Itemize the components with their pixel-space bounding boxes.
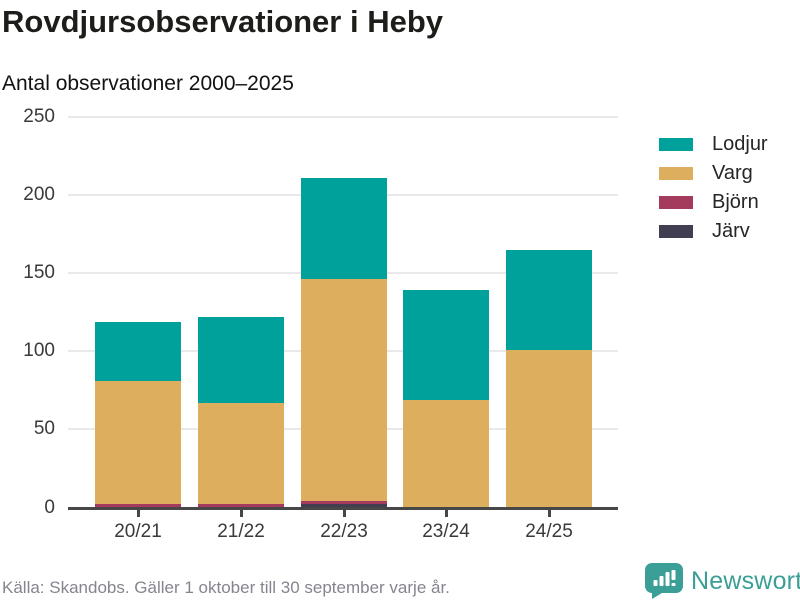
y-axis-label-50: 50	[33, 418, 55, 439]
y-axis-label-250: 250	[23, 106, 55, 127]
bar-20-21-segment-varg	[95, 381, 181, 504]
legend-item-jarv: Järv	[659, 217, 768, 246]
bar-21-22-segment-varg	[198, 403, 284, 504]
x-axis-baseline	[68, 507, 618, 510]
newsworthy-logo[interactable]: Newsworthy	[645, 563, 800, 599]
bar-22-23-segment-lodjur	[301, 178, 387, 279]
x-axis-tick-20-21	[137, 510, 140, 517]
bar-22-23-segment-bjorn	[301, 501, 387, 504]
bar-21-22-segment-lodjur	[198, 317, 284, 403]
bar-21-22-segment-bjorn	[198, 504, 284, 508]
x-axis-label-21-22: 21/22	[217, 521, 265, 542]
newsworthy-wordmark: Newsworthy	[691, 566, 800, 595]
source-note: Källa: Skandobs. Gäller 1 oktober till 3…	[2, 578, 450, 597]
legend-label-lodjur: Lodjur	[712, 133, 768, 155]
y-axis-label-100: 100	[23, 340, 55, 361]
y-axis-label-150: 150	[23, 262, 55, 283]
y-axis-label-0: 0	[44, 497, 55, 518]
bar-22-23-segment-jarv	[301, 504, 387, 508]
legend-label-varg: Varg	[712, 162, 753, 184]
x-axis-tick-22-23	[343, 510, 346, 517]
chart-title: Rovdjursobservationer i Heby	[2, 4, 444, 39]
legend-item-varg: Varg	[659, 159, 768, 188]
legend-label-jarv: Järv	[712, 220, 750, 242]
x-axis-label-24-25: 24/25	[525, 521, 573, 542]
legend-swatch-jarv	[659, 225, 693, 238]
x-axis-tick-24-25	[548, 510, 551, 517]
bar-20-21-segment-bjorn	[95, 504, 181, 508]
x-axis-label-20-21: 20/21	[114, 521, 162, 542]
chart-subtitle: Antal observationer 2000–2025	[2, 72, 294, 95]
legend-item-bjorn: Björn	[659, 188, 768, 217]
bar-24-25-segment-varg	[506, 350, 592, 508]
bar-24-25-segment-lodjur	[506, 250, 592, 350]
legend-swatch-bjorn	[659, 196, 693, 209]
legend-swatch-lodjur	[659, 138, 693, 151]
x-axis-tick-23-24	[445, 510, 448, 517]
chart-legend: Lodjur Varg Björn Järv	[659, 130, 768, 246]
bar-20-21-segment-lodjur	[95, 322, 181, 381]
x-axis-tick-21-22	[240, 510, 243, 517]
bar-22-23-segment-varg	[301, 279, 387, 501]
legend-swatch-varg	[659, 167, 693, 180]
bar-23-24-segment-varg	[403, 400, 489, 508]
legend-label-bjorn: Björn	[712, 191, 759, 213]
gridline-250	[68, 116, 618, 118]
newsworthy-chart-bubble-icon	[645, 563, 683, 599]
x-axis-label-23-24: 23/24	[422, 521, 470, 542]
x-axis-label-22-23: 22/23	[320, 521, 368, 542]
legend-item-lodjur: Lodjur	[659, 130, 768, 159]
y-axis-label-200: 200	[23, 184, 55, 205]
bar-23-24-segment-lodjur	[403, 290, 489, 400]
